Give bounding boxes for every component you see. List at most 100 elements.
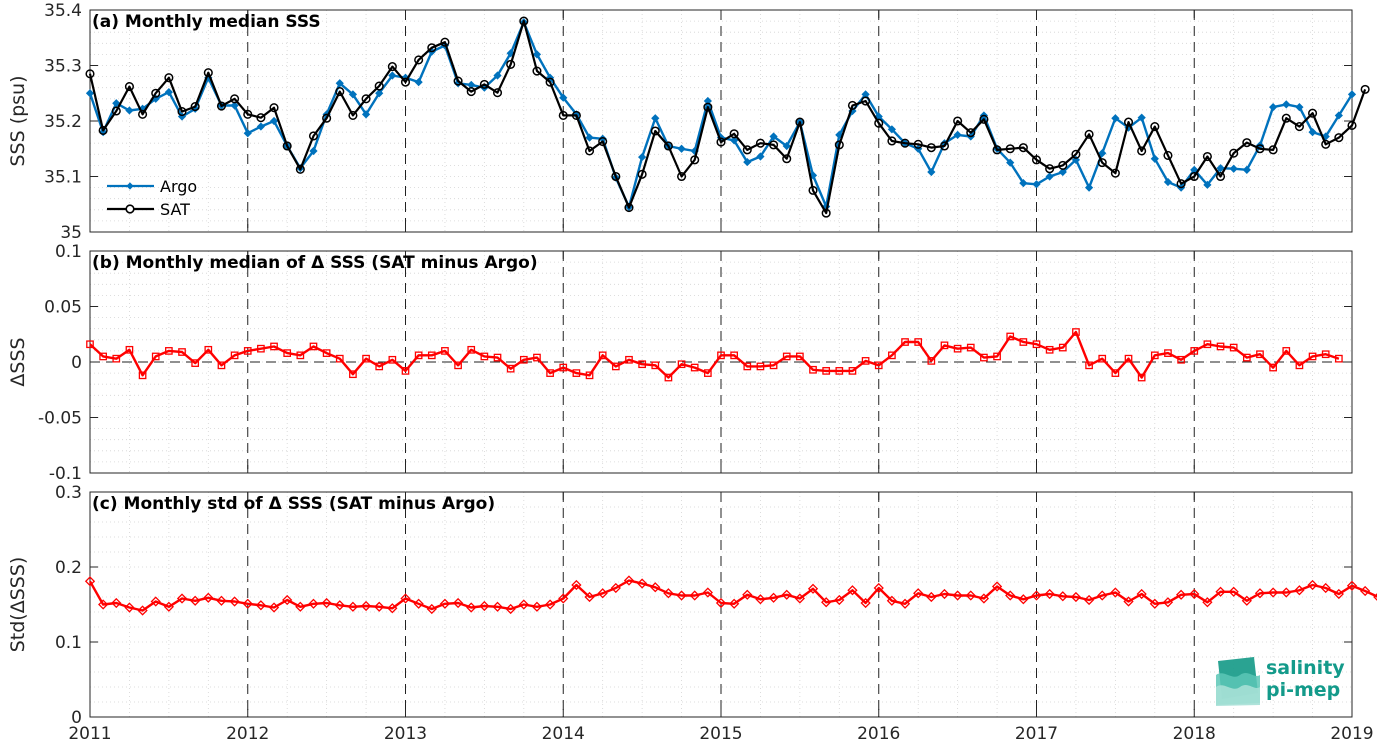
data-point xyxy=(624,203,634,213)
data-point xyxy=(467,345,476,354)
data-point xyxy=(1031,155,1042,165)
data-point xyxy=(375,89,384,98)
data-point xyxy=(1282,347,1291,355)
data-point xyxy=(493,71,502,80)
data-point xyxy=(1346,580,1358,591)
data-point xyxy=(966,343,975,352)
ticks xyxy=(89,9,1353,233)
data-point xyxy=(164,88,173,97)
data-point xyxy=(256,122,266,131)
data-point xyxy=(874,361,883,370)
data-point xyxy=(1006,332,1015,341)
data-point xyxy=(717,351,725,360)
y-tick-label: 35.4 xyxy=(44,1,82,21)
data-point xyxy=(1294,122,1304,132)
data-point xyxy=(1242,165,1251,174)
y-tick-label: 0 xyxy=(71,708,82,728)
data-point xyxy=(585,133,594,142)
data-point xyxy=(1032,180,1041,189)
data-point xyxy=(388,355,397,364)
data-point xyxy=(1335,354,1343,363)
year-separators xyxy=(247,251,1195,473)
data-point xyxy=(1242,353,1251,362)
data-point xyxy=(243,347,252,355)
data-point xyxy=(650,126,660,136)
data-point xyxy=(703,102,713,112)
data-point xyxy=(1111,369,1120,377)
data-point xyxy=(426,603,437,615)
data-point xyxy=(1045,164,1055,174)
series-delta xyxy=(86,328,1343,382)
y-tick-label: 0 xyxy=(71,353,82,373)
y-tick-label: 35.2 xyxy=(44,112,82,132)
data-point xyxy=(257,344,265,353)
data-point xyxy=(401,367,410,375)
data-point xyxy=(1202,597,1213,608)
data-point xyxy=(308,131,319,141)
data-point xyxy=(519,16,529,26)
data-point xyxy=(1308,127,1317,137)
data-point xyxy=(1005,590,1016,601)
data-point xyxy=(230,351,239,360)
data-point xyxy=(361,94,371,104)
data-point xyxy=(1019,338,1028,346)
data-point xyxy=(1057,591,1068,602)
data-point xyxy=(1110,168,1120,178)
data-point xyxy=(111,106,121,116)
x-tick-label: 2019 xyxy=(1330,724,1373,744)
data-point xyxy=(756,152,765,161)
data-point xyxy=(360,600,372,612)
data-point xyxy=(861,96,871,106)
data-point xyxy=(782,154,792,164)
data-point xyxy=(479,600,490,612)
data-point xyxy=(743,362,752,371)
y-axis-label: Std(ΔSSS) xyxy=(7,557,29,653)
data-point xyxy=(1136,588,1147,600)
data-point xyxy=(873,582,884,594)
data-point xyxy=(506,59,516,69)
logo-line-1: salinity xyxy=(1266,657,1345,679)
data-point xyxy=(1307,579,1318,591)
data-point xyxy=(268,602,280,613)
data-point xyxy=(229,596,240,607)
data-point xyxy=(1175,589,1187,600)
data-point xyxy=(1295,103,1304,112)
data-point xyxy=(85,69,95,79)
data-point xyxy=(1203,180,1212,189)
data-point xyxy=(98,125,108,135)
data-point xyxy=(689,590,700,601)
data-point xyxy=(953,130,962,139)
data-point xyxy=(572,369,581,377)
data-point xyxy=(861,357,870,365)
data-point xyxy=(821,208,831,218)
data-point xyxy=(1163,177,1173,187)
data-point xyxy=(651,361,660,370)
data-point xyxy=(1254,588,1266,599)
data-point xyxy=(111,597,122,609)
legend-label: SAT xyxy=(160,200,190,219)
data-point xyxy=(270,342,278,351)
data-point xyxy=(321,597,332,609)
data-point xyxy=(1347,120,1357,130)
data-point xyxy=(559,93,568,102)
data-point xyxy=(1111,114,1120,123)
y-axis-label: ΔSSS xyxy=(7,337,29,386)
data-point xyxy=(1084,129,1094,139)
data-point xyxy=(124,82,134,92)
x-tick-label: 2015 xyxy=(699,724,742,744)
data-point xyxy=(400,593,411,604)
data-point xyxy=(1018,143,1028,153)
data-point xyxy=(755,594,766,605)
data-point xyxy=(663,141,673,151)
series-delta xyxy=(84,575,1377,616)
data-point xyxy=(703,96,712,106)
data-point xyxy=(835,130,844,139)
data-point xyxy=(1334,111,1343,120)
data-point xyxy=(729,598,740,609)
data-point xyxy=(151,352,160,361)
data-point xyxy=(1045,345,1054,354)
data-point xyxy=(1334,133,1344,143)
data-point xyxy=(1215,171,1226,182)
y-tick-label: -0.05 xyxy=(38,409,82,429)
data-point xyxy=(1149,598,1160,609)
